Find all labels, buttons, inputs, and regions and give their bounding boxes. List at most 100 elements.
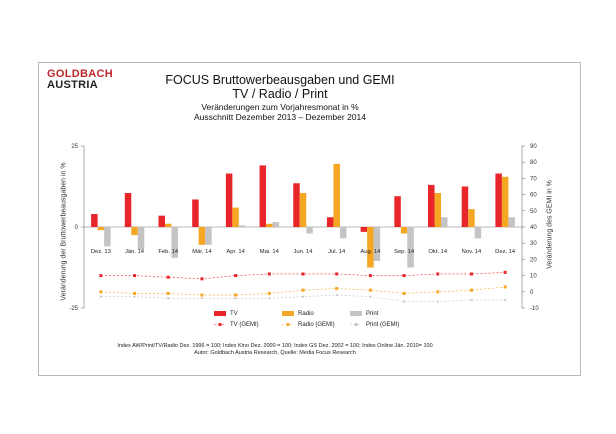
bar-radio	[367, 227, 374, 268]
bar-radio	[266, 223, 273, 227]
bar-radio	[198, 227, 206, 245]
bar-tv	[192, 199, 199, 227]
bar-radio	[468, 209, 475, 227]
gemi-marker	[402, 291, 406, 295]
chart-subtitle: TV / Radio / Print	[232, 87, 328, 101]
y-tick-label-left: -25	[69, 306, 78, 312]
gemi-marker	[167, 297, 170, 300]
bar-radio	[434, 192, 442, 227]
gemi-marker	[301, 288, 305, 292]
bar-radio	[299, 192, 307, 227]
gemi-marker	[99, 274, 103, 278]
bar-print	[508, 217, 515, 227]
y-tick-label-right: 10	[530, 274, 537, 280]
bar-tv	[428, 184, 435, 227]
bar-tv	[495, 173, 502, 227]
y-tick-label-right: 90	[530, 144, 537, 150]
chart-title: FOCUS Bruttowerbeausgaben und GEMI	[165, 73, 395, 87]
gemi-marker	[302, 295, 304, 298]
bar-print	[238, 225, 246, 227]
y-tick-label-right: 50	[530, 209, 537, 215]
bar-tv	[124, 192, 132, 227]
legend-label: Print	[366, 311, 379, 317]
x-tick-label: Apr. 14	[226, 249, 245, 255]
x-tick-label: Jän. 14	[125, 249, 145, 255]
brand-logo-goldbach: GOLDBACH	[47, 68, 113, 80]
gemi-marker	[335, 272, 339, 276]
bar-radio	[131, 227, 138, 236]
x-tick-label: Jul. 14	[328, 249, 346, 255]
y-tick-label-right: 0	[530, 290, 534, 296]
gemi-marker	[369, 295, 372, 298]
gemi-marker	[503, 285, 507, 289]
gemi-marker	[99, 290, 103, 294]
bar-print	[339, 227, 347, 239]
legend-marker	[218, 323, 222, 326]
y-tick-label-right: 70	[530, 176, 537, 182]
footnote-index: Index AW/Print/TV/Radio Dez. 1996 = 100;…	[117, 343, 433, 349]
gemi-marker	[133, 291, 137, 295]
bar-print	[373, 227, 381, 262]
gemi-marker	[403, 300, 405, 303]
x-tick-label: Aug. 14	[360, 249, 381, 255]
gemi-marker	[234, 293, 238, 297]
gemi-marker	[436, 290, 440, 294]
y-tick-label-right: 30	[530, 241, 537, 247]
legend-marker	[354, 323, 358, 326]
bar-print	[205, 227, 212, 245]
gemi-marker	[200, 293, 204, 297]
legend-marker	[286, 323, 290, 326]
gemi-marker	[469, 288, 473, 292]
gemi-marker	[234, 274, 238, 278]
chart-subtitle-change: Veränderungen zum Vorjahresmonat in %	[201, 102, 359, 112]
bar-tv	[225, 173, 233, 227]
legend-label: TV (GEMI)	[230, 322, 259, 328]
gemi-marker	[335, 287, 339, 291]
x-tick-label: Sep. 14	[394, 249, 415, 255]
bar-tv	[259, 165, 267, 227]
y-tick-label-right: -10	[530, 306, 539, 312]
bar-tv	[394, 196, 401, 227]
gemi-marker	[268, 297, 271, 300]
y-tick-label-right: 20	[530, 257, 537, 263]
gemi-marker	[402, 274, 406, 278]
bar-print	[407, 227, 414, 268]
bar-radio	[501, 176, 509, 227]
gemi-marker	[99, 295, 102, 298]
gemi-marker	[470, 299, 473, 301]
gemi-marker	[267, 291, 271, 295]
gemi-marker	[234, 297, 237, 300]
bar-print	[474, 227, 482, 239]
legend-swatch	[214, 311, 226, 316]
y-tick-label-left: 0	[75, 225, 79, 231]
bar-print	[441, 217, 448, 227]
bar-tv	[360, 227, 368, 232]
y-tick-label-left: 25	[71, 144, 78, 150]
brand-logo-austria: AUSTRIA	[47, 79, 98, 91]
gemi-marker	[201, 297, 203, 300]
x-tick-label: Okt. 14	[428, 249, 447, 255]
gemi-marker	[368, 274, 372, 278]
gemi-marker	[133, 295, 136, 298]
gemi-marker	[436, 300, 439, 303]
bar-tv	[326, 217, 334, 227]
gemi-marker	[335, 294, 338, 296]
bar-radio	[97, 227, 105, 231]
bar-radio	[333, 163, 340, 227]
y-tick-label-right: 80	[530, 160, 537, 166]
legend-label: Radio	[298, 311, 314, 317]
y-tick-label-right: 40	[530, 225, 537, 231]
bar-print	[272, 222, 280, 227]
gemi-marker	[133, 274, 137, 278]
bar-radio	[400, 227, 408, 234]
gemi-marker	[301, 272, 305, 276]
legend-label: Print (GEMI)	[366, 322, 399, 328]
bar-print	[137, 227, 145, 250]
chart-subtitle-period: Ausschnitt Dezember 2013 – Dezember 2014	[194, 112, 366, 122]
x-tick-label: Mär. 14	[192, 249, 212, 255]
x-tick-label: Dez. 14	[495, 249, 516, 255]
y-tick-label-right: 60	[530, 193, 537, 199]
x-tick-label: Dez. 13	[91, 249, 111, 255]
gemi-marker	[166, 291, 170, 295]
